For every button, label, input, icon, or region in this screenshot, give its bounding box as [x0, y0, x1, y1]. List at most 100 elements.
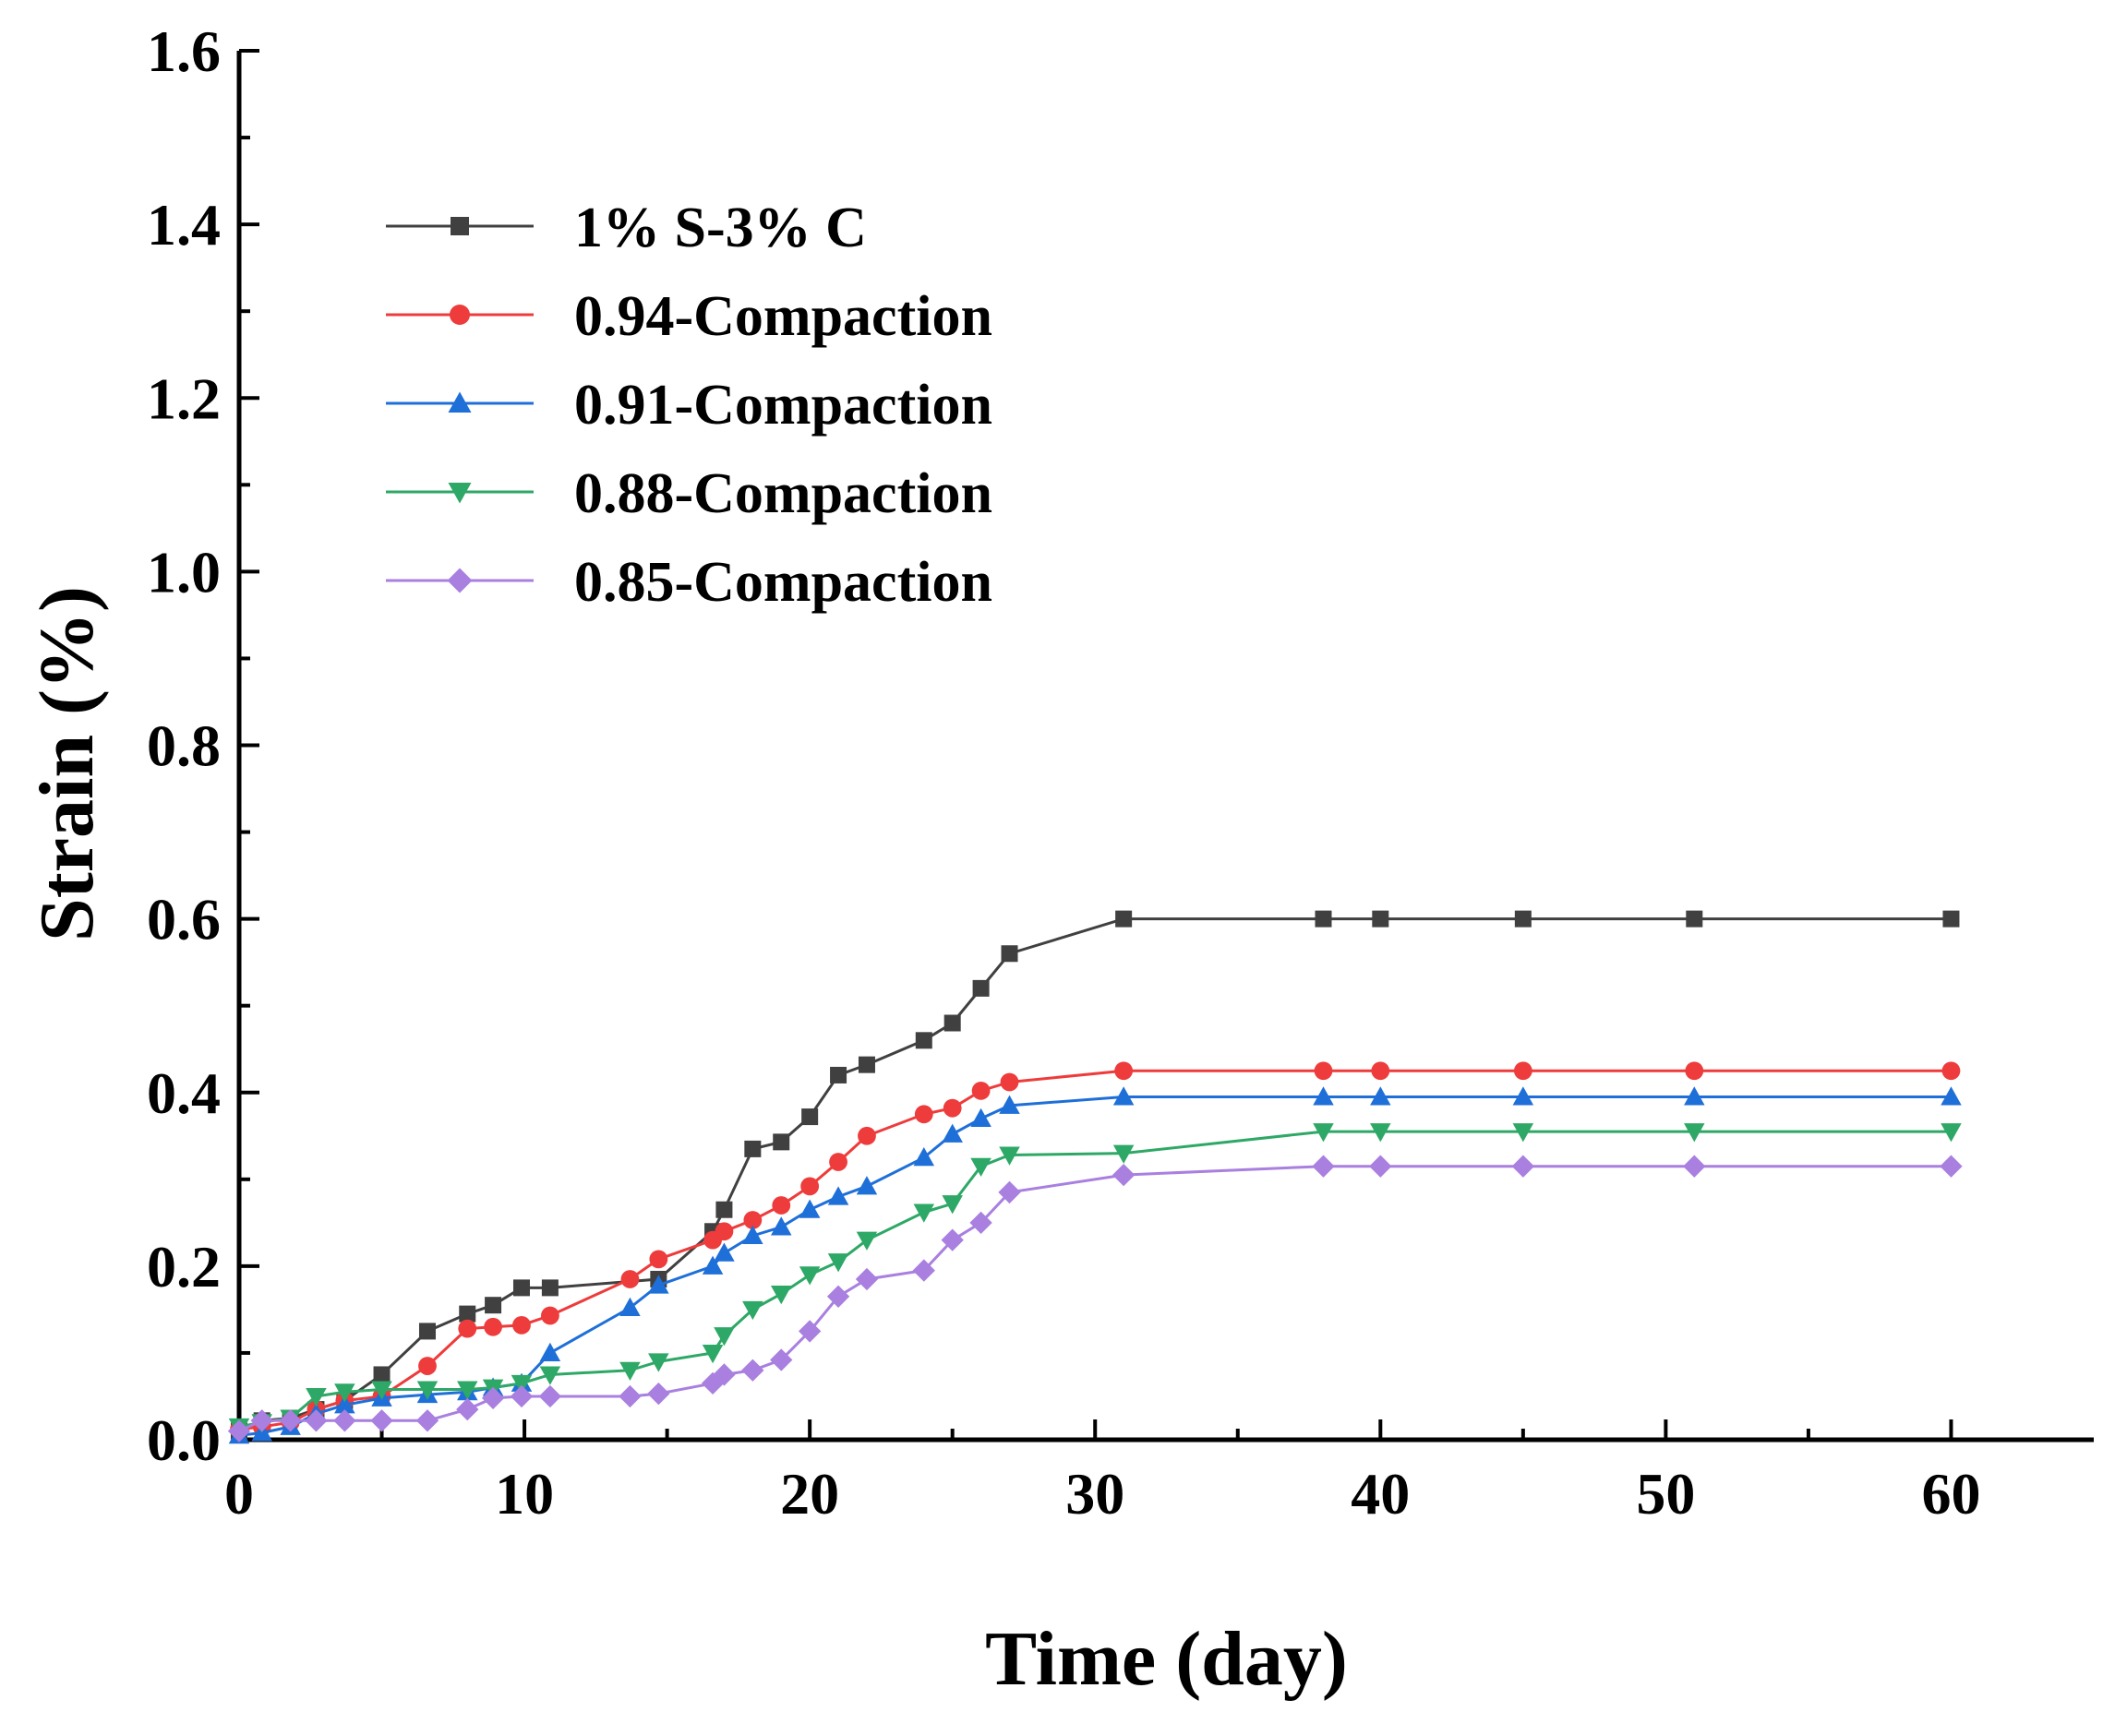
- data-point: [1313, 1086, 1334, 1106]
- data-point: [999, 1095, 1020, 1114]
- series-3: [228, 1086, 1962, 1444]
- data-point: [913, 1203, 935, 1223]
- data-point: [715, 1201, 733, 1218]
- data-point: [827, 1186, 849, 1205]
- data-point: [373, 1366, 391, 1383]
- data-point: [648, 1275, 669, 1294]
- legend-entry-1: 1% S-3% C: [386, 197, 867, 259]
- data-point: [970, 1107, 991, 1127]
- legend-label: 0.94-Compaction: [574, 285, 992, 348]
- data-point: [855, 1267, 879, 1291]
- data-point: [481, 1386, 505, 1409]
- data-point: [418, 1323, 436, 1340]
- data-point: [457, 1381, 478, 1400]
- data-point: [1112, 1086, 1135, 1106]
- data-point: [512, 1315, 531, 1335]
- data-point: [713, 1363, 736, 1386]
- data-point: [333, 1409, 356, 1432]
- data-point: [1941, 1061, 1961, 1081]
- data-point: [1686, 910, 1703, 928]
- data-point: [702, 1255, 724, 1275]
- data-point: [914, 1105, 933, 1124]
- y-tick-label: 0.6: [147, 887, 221, 952]
- data-point: [1370, 1086, 1391, 1106]
- data-point: [715, 1222, 734, 1241]
- x-tick-label: 60: [1921, 1461, 1980, 1526]
- data-point: [619, 1384, 642, 1408]
- data-point: [1001, 945, 1018, 963]
- legend-marker: [448, 391, 472, 413]
- data-point: [913, 1147, 935, 1167]
- data-point: [773, 1133, 790, 1151]
- data-point: [800, 1177, 820, 1196]
- data-point: [1000, 1072, 1019, 1092]
- data-point: [619, 1297, 641, 1317]
- legend-marker: [450, 305, 470, 325]
- axes: 0 10 20 30 40 50 60 0.0 0.2 0.4 0.6 0.8 1.0 1.2 1.4 1.6: [147, 18, 2094, 1526]
- data-point: [250, 1409, 273, 1432]
- series-4: [228, 1123, 1962, 1438]
- data-point: [649, 1250, 668, 1269]
- data-point: [744, 1140, 762, 1157]
- legend: 1% S-3% C 0.94-Compaction 0.91-Compaction 0…: [386, 197, 992, 614]
- data-point: [742, 1300, 763, 1321]
- data-point: [1514, 910, 1532, 928]
- data-point: [943, 1098, 962, 1118]
- data-point: [829, 1153, 847, 1171]
- data-point: [999, 1146, 1020, 1166]
- data-point: [970, 1157, 991, 1177]
- data-point: [459, 1305, 476, 1323]
- data-point: [799, 1199, 821, 1218]
- data-point: [1942, 910, 1960, 928]
- x-tick-label: 10: [495, 1461, 554, 1526]
- data-point: [415, 1409, 439, 1432]
- data-point: [1369, 1155, 1392, 1178]
- data-point: [799, 1320, 822, 1343]
- data-point: [742, 1225, 763, 1244]
- series-layer: [227, 910, 1963, 1444]
- data-point: [305, 1409, 328, 1432]
- data-point: [1683, 1155, 1706, 1178]
- data-point: [969, 1211, 992, 1234]
- data-point: [830, 1066, 847, 1084]
- data-point: [279, 1409, 302, 1432]
- data-point: [941, 1228, 964, 1251]
- y-tick-label: 1.4: [147, 192, 221, 257]
- data-point: [1372, 910, 1389, 928]
- data-point: [648, 1353, 669, 1372]
- data-point: [772, 1196, 791, 1215]
- data-point: [1512, 1086, 1534, 1106]
- legend-entry-4: 0.88-Compaction: [386, 462, 992, 525]
- legend-label: 0.91-Compaction: [574, 374, 992, 437]
- data-point: [714, 1327, 735, 1347]
- data-point: [1684, 1123, 1705, 1143]
- data-point: [743, 1211, 763, 1229]
- data-point: [1684, 1086, 1705, 1106]
- data-point: [1685, 1061, 1704, 1081]
- data-point: [512, 1279, 530, 1297]
- data-point: [714, 1242, 735, 1262]
- data-point: [858, 1126, 876, 1145]
- data-point: [1112, 1163, 1136, 1187]
- series-1: [231, 910, 1960, 1440]
- data-point: [827, 1253, 849, 1273]
- y-tick-label: 0.8: [147, 713, 221, 779]
- data-point: [702, 1344, 724, 1364]
- series-5: [227, 1155, 1963, 1443]
- x-tick-label: 0: [224, 1461, 254, 1526]
- legend-label: 1% S-3% C: [574, 197, 867, 259]
- data-point: [418, 1357, 437, 1375]
- data-point: [539, 1342, 561, 1361]
- data-point: [856, 1176, 878, 1195]
- data-point: [1114, 1061, 1134, 1081]
- data-point: [770, 1285, 792, 1305]
- data-point: [647, 1382, 670, 1406]
- data-point: [1512, 1123, 1534, 1143]
- data-point: [334, 1383, 355, 1403]
- data-point: [484, 1317, 502, 1336]
- legend-marker: [451, 217, 469, 235]
- data-point: [943, 1014, 961, 1032]
- legend-entry-3: 0.91-Compaction: [386, 374, 992, 437]
- y-tick-label: 0.4: [147, 1060, 221, 1126]
